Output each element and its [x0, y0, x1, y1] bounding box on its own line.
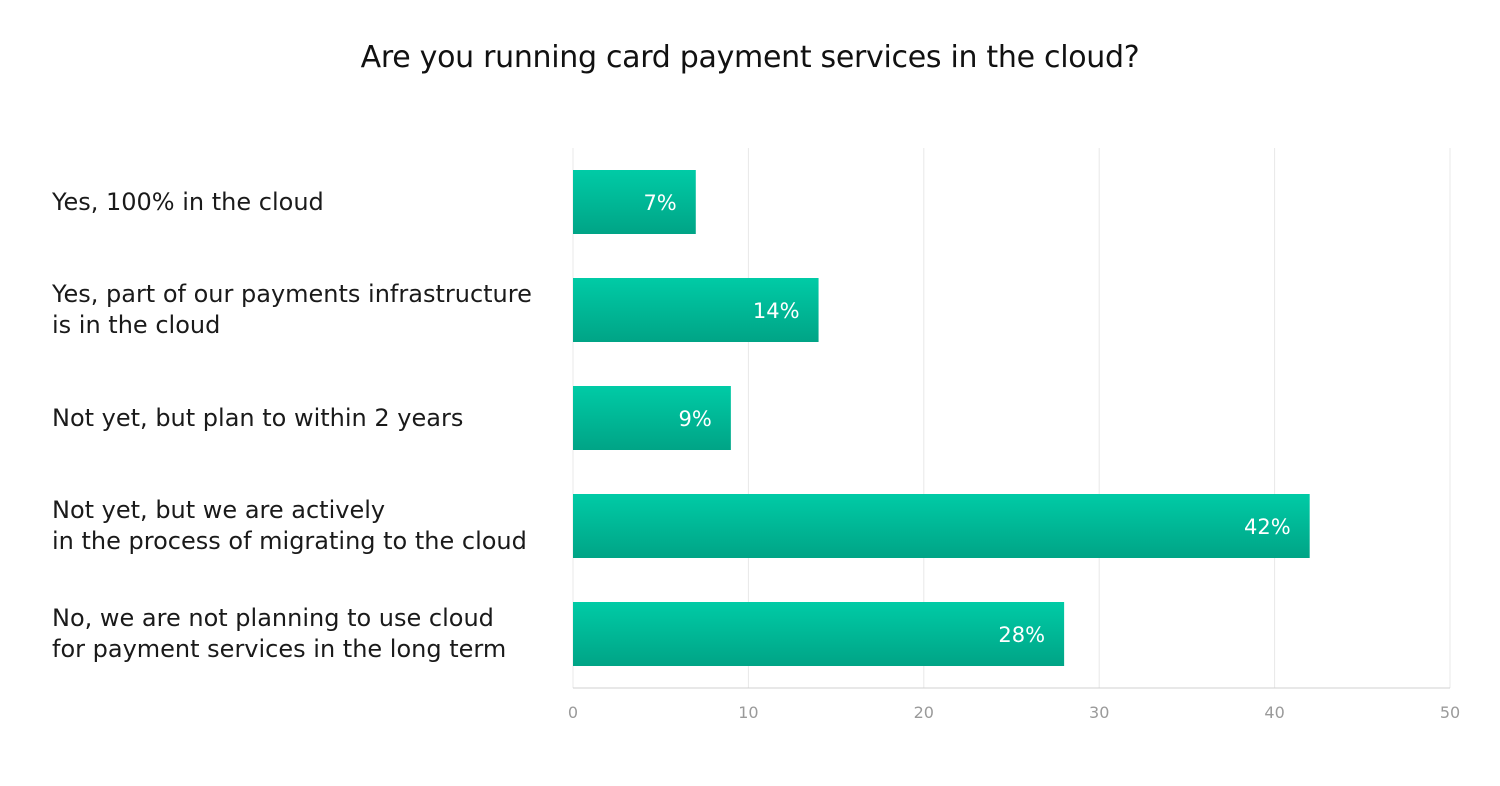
bar [573, 494, 1310, 558]
bar [573, 386, 731, 450]
x-tick-label: 10 [738, 703, 758, 722]
category-label: Not yet, but plan to within 2 years [52, 403, 464, 432]
x-tick-label: 40 [1264, 703, 1284, 722]
category-label: No, we are not planning to use cloud for… [52, 604, 507, 663]
chart-title: Are you running card payment services in… [360, 40, 1140, 75]
bar-value-label: 42% [1244, 515, 1291, 539]
bar-value-label: 28% [998, 623, 1045, 647]
x-axis: 0 10 20 30 40 50 [568, 687, 1460, 722]
bar-value-label: 7% [643, 191, 676, 215]
bar [573, 602, 1065, 666]
bar-value-label: 14% [753, 299, 800, 323]
x-tick-label: 20 [914, 703, 934, 722]
bar [573, 278, 819, 342]
x-tick-label: 30 [1089, 703, 1109, 722]
bar [573, 170, 696, 234]
x-tick-label: 50 [1440, 703, 1460, 722]
category-label: Not yet, but we are actively in the proc… [52, 496, 527, 555]
bar-value-label: 9% [679, 407, 712, 431]
category-label: Yes, 100% in the cloud [52, 187, 324, 216]
x-tick-label: 0 [568, 703, 578, 722]
category-label: Yes, part of our payments infrastructure… [52, 280, 532, 339]
bars: 7% 14% 9% 42% 28% [573, 170, 1310, 666]
